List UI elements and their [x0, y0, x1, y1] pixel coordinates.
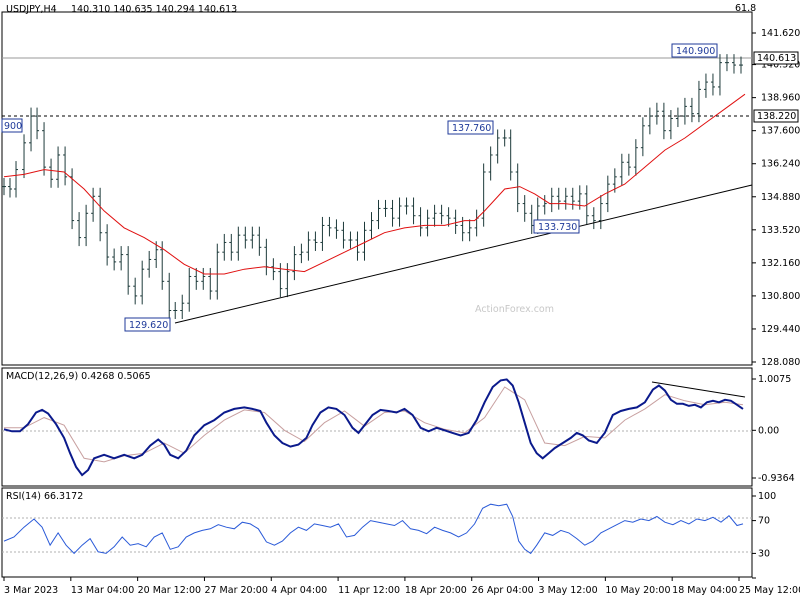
macd-panel-frame [1, 367, 753, 487]
callout-137760: 137.760 [447, 120, 494, 135]
price-panel-frame [1, 11, 753, 366]
macd-title: MACD(12,26,9) 0.4268 0.5065 [6, 371, 151, 382]
ohlc-label: 140.310 140.635 140.294 140.613 [71, 4, 237, 15]
current-price-tag: 140.613 [753, 51, 799, 65]
macd-line [3, 378, 744, 477]
time-tick-label: 11 Apr 12:00 [338, 585, 400, 596]
callout-140900: 140.900 [671, 43, 718, 58]
rsi-tick-label: 30 [758, 548, 770, 559]
price-tick-label: 138.960 [761, 93, 800, 104]
level-price-text: 138.220 [757, 111, 796, 122]
callout-133730-text: 133.730 [538, 222, 577, 233]
price-tick-label: 134.880 [761, 192, 800, 203]
time-tick-label: 18 Apr 20:00 [405, 585, 467, 596]
price-axis: 141.620 140.320 138.960 137.600 136.240 134.8… [752, 28, 800, 368]
level-price-tag: 138.220 [753, 109, 799, 123]
time-tick-label: 26 Apr 04:00 [472, 585, 534, 596]
price-tick-label: 128.080 [761, 357, 800, 368]
support-trendline [174, 184, 753, 324]
time-tick-label: 3 Mar 2023 [4, 585, 58, 596]
time-tick-label: 27 Mar 20:00 [204, 585, 267, 596]
time-tick-label: 4 Apr 04:00 [271, 585, 327, 596]
candle-series [2, 54, 743, 319]
time-tick-label: 18 May 04:00 [672, 585, 737, 596]
time-axis: 3 Mar 2023 13 Mar 04:00 20 Mar 12:00 27 Mar… [3, 577, 800, 596]
callout-900: 900 [1, 118, 23, 133]
rsi-tick-label: 100 [758, 491, 776, 502]
rsi-title: RSI(14) 66.3172 [6, 491, 83, 502]
callout-137760-text: 137.760 [452, 123, 491, 134]
time-tick-label: 10 May 20:00 [605, 585, 670, 596]
corner-value: 61.8 [735, 3, 756, 14]
callout-900-text: 900 [4, 121, 22, 132]
macd-trendline [651, 381, 746, 398]
price-tick-label: 133.520 [761, 225, 800, 236]
rsi-panel-frame [1, 487, 753, 578]
price-tick-label: 136.240 [761, 159, 800, 170]
price-tick-label: 141.620 [761, 28, 800, 39]
time-tick-label: 3 May 12:00 [539, 585, 598, 596]
current-price-text: 140.613 [757, 53, 796, 64]
watermark: ActionForex.com [475, 304, 554, 315]
time-tick-label: 25 May 12:00 [739, 585, 800, 596]
callout-129620-text: 129.620 [129, 320, 168, 331]
rsi-axis: 100 70 30 [752, 491, 776, 579]
rsi-line [3, 503, 744, 555]
price-tick-label: 130.800 [761, 291, 800, 302]
symbol-label: USDJPY,H4 [6, 4, 57, 15]
macd-tick-label: -0.9364 [758, 473, 795, 484]
macd-signal-line [4, 386, 744, 463]
time-tick-label: 13 Mar 04:00 [71, 585, 134, 596]
callout-140900-text: 140.900 [676, 46, 715, 57]
rsi-tick-label: 70 [758, 516, 770, 527]
callout-133730: 133.730 [533, 219, 580, 234]
macd-axis: 1.0075 0.00 -0.9364 [752, 374, 795, 484]
price-tick-label: 129.440 [761, 324, 800, 335]
time-tick-label: 20 Mar 12:00 [138, 585, 201, 596]
price-tick-label: 137.600 [761, 126, 800, 137]
price-tick-label: 140.320 [761, 60, 800, 71]
macd-tick-label: 1.0075 [758, 374, 791, 385]
moving-average-line [3, 93, 746, 275]
macd-tick-label: 0.00 [758, 425, 779, 436]
price-tick-label: 132.160 [761, 258, 800, 269]
callout-129620: 129.620 [124, 317, 171, 332]
